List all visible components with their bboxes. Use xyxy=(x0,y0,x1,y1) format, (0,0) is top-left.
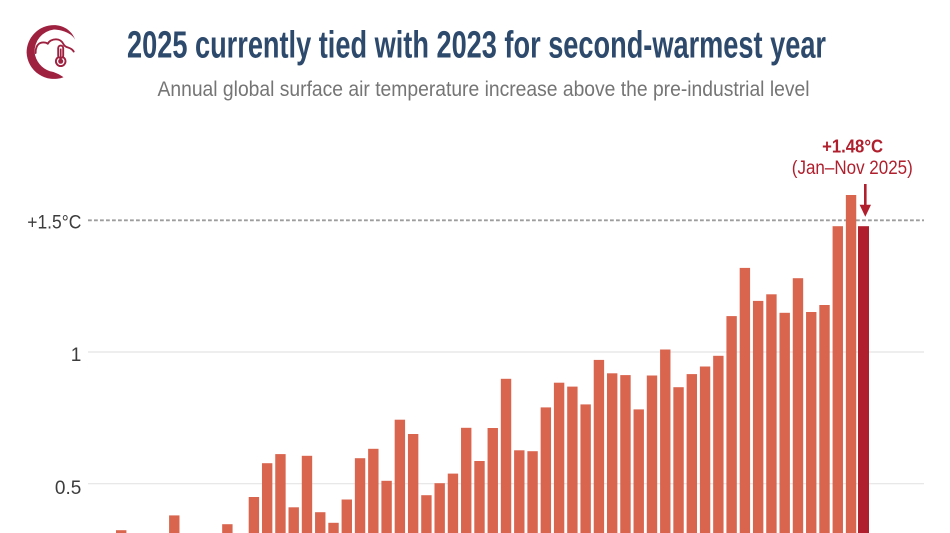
svg-text:Annual global surface air temp: Annual global surface air temperature in… xyxy=(158,78,810,101)
svg-text:1: 1 xyxy=(71,345,82,366)
svg-text:2025 currently tied with 2023: 2025 currently tied with 2023 for second… xyxy=(127,23,826,66)
svg-text:+1.5°C: +1.5°C xyxy=(27,213,81,234)
svg-text:0.5: 0.5 xyxy=(55,478,81,499)
svg-text:(Jan–Nov 2025): (Jan–Nov 2025) xyxy=(792,158,913,179)
svg-text:+1.48°C: +1.48°C xyxy=(822,135,883,156)
